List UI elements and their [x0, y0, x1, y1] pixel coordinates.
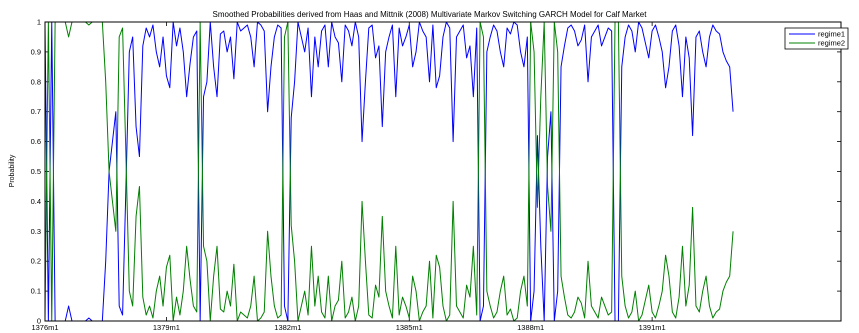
y-tick-label: 0.6: [31, 137, 41, 146]
series-line-regime2: [44, 21, 734, 322]
x-tick-label: 1391m1: [639, 323, 666, 332]
x-tick-label: 1385m1: [396, 323, 423, 332]
y-tick-label: 0.5: [31, 167, 41, 176]
x-tick-label: 1388m1: [517, 323, 544, 332]
x-tick-label: 1376m1: [31, 323, 58, 332]
x-tick-label: 1379m1: [153, 323, 180, 332]
legend: regime1 regime2: [784, 27, 849, 50]
y-tick-label: 0.3: [31, 227, 41, 236]
plot-frame: [44, 21, 842, 322]
y-tick-label: 0.4: [31, 197, 41, 206]
legend-label-regime2: regime2: [818, 39, 845, 48]
x-tick-label: 1382m1: [274, 323, 301, 332]
y-tick-label: 0.7: [31, 107, 41, 116]
series-line-regime1: [44, 21, 734, 322]
chart-title: Smoothed Probabilities derived from Haas…: [213, 10, 648, 19]
legend-label-regime1: regime1: [818, 30, 845, 39]
y-tick-label: 0.2: [31, 257, 41, 266]
y-tick-label: 0: [37, 317, 41, 326]
series-layer: [44, 21, 734, 322]
y-tick-label: 1: [37, 18, 41, 27]
y-axis-ticks: 0 0.1 0.2 0.3 0.4 0.5 0.6 0.7 0.8 0.9 1: [31, 18, 841, 326]
y-tick-label: 0.1: [31, 287, 41, 296]
y-tick-label: 0.8: [31, 77, 41, 86]
legend-box: [784, 27, 849, 50]
y-tick-label: 0.9: [31, 47, 41, 56]
y-axis-label: Probability: [9, 154, 16, 187]
